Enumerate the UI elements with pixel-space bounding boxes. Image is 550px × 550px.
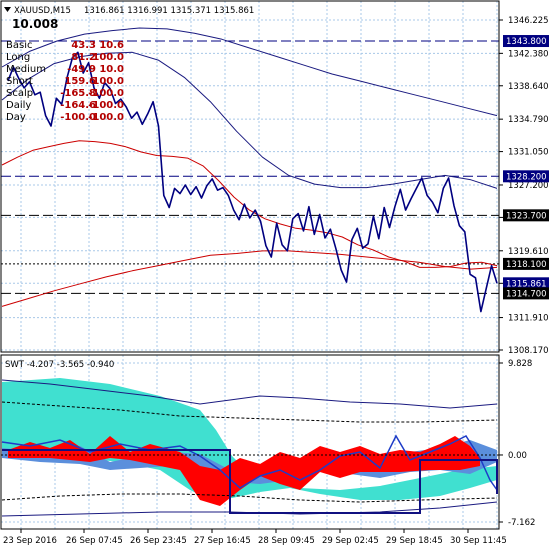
time-tick-label: 29 Sep 18:45 [386,536,443,546]
swt-signal-step-line [2,449,498,514]
indicator-label: Medium [6,64,46,75]
time-tick-label: 30 Sep 11:45 [450,536,507,546]
indicator-value-1: 159.6 [64,76,96,87]
indicator-label: Day [6,112,26,123]
price-tick-label: 1338.640 [508,82,549,92]
triangle-down-icon[interactable] [4,7,11,12]
swt-oscillator-line [1,434,498,491]
time-tick-label: 27 Sep 16:45 [194,536,251,546]
price-pane [1,27,499,313]
price-tick-label: 1308.170 [508,346,549,356]
swt-blue-histogram [2,440,497,484]
indicator-value-2: -100.0 [88,100,124,111]
price-tick-label: 1346.225 [508,16,549,26]
indicator-value-1: -165.8 [60,88,96,99]
indicator-value-2: 100.0 [92,76,124,87]
price-tag[interactable]: 1318.100 [503,257,549,270]
swt-axis: 9.828 0.00 -7.162 [499,359,535,528]
swt-tick-label: 9.828 [508,359,532,369]
indicator-row: Daily -164.6-100.0 [6,100,124,111]
chart-header: XAUUSD,M15 1316.861 1316.991 1315.371 13… [4,6,254,31]
price-tag-label: 1318.100 [506,260,547,270]
indicator-big-value: 10.008 [12,17,58,31]
indicator-value-1: -49.9 [67,64,96,75]
price-tag[interactable]: 1328.200 [503,170,549,183]
price-tick-label: 1342.380 [508,49,549,59]
price-tick-label: 1311.910 [508,314,549,324]
indicator-label: Daily [6,100,31,111]
indicator-value-2: 100.0 [92,52,124,63]
ohlc-values: 1316.861 1316.991 1315.371 1315.861 [84,6,254,16]
time-tick-label: 29 Sep 02:45 [322,536,379,546]
price-tag[interactable]: 1343.800 [503,35,549,48]
indicator-value-2: -100.0 [88,112,124,123]
indicator-label: Short [6,76,33,87]
indicator-label: Long [6,52,30,63]
price-tick-label: 1331.050 [508,148,549,158]
indicator-row: Day -100.0-100.0 [6,112,124,123]
price-pane-border [0,0,500,353]
price-tag-label: 1328.200 [506,172,547,182]
indicator-value-1: 81.2 [71,52,96,63]
swt-tick-label: 0.00 [508,451,527,461]
swt-upper-band [1,379,498,409]
price-tag-label: 1314.700 [506,289,547,299]
swt-tick-label: -7.162 [508,518,535,528]
time-axis: 23 Sep 2016 26 Sep 07:45 26 Sep 23:45 27 Se… [3,529,507,546]
price-tag-label: 1323.700 [506,211,547,221]
channel-middle-line [1,51,498,189]
indicator-value-2: -100.0 [88,88,124,99]
indicator-row: Scalp -165.8-100.0 [6,88,124,99]
indicator-value-1: -100.0 [60,112,96,123]
swt-label: SWT -4.207 -3.565 -0.940 [5,360,114,370]
swt-pane-border [0,354,500,530]
time-tick-label: 23 Sep 2016 [3,536,57,546]
swt-cloud-area [2,378,497,500]
price-tag[interactable]: 1323.700 [503,209,549,222]
indicator-value-2: 10.0 [99,64,124,75]
indicator-label: Basic [6,40,32,51]
time-tick-label: 28 Sep 09:45 [258,536,315,546]
indicator-value-1: -164.6 [60,100,96,111]
symbol-timeframe: XAUUSD,M15 [14,6,71,16]
price-tags: 1343.800 1328.200 1323.700 1318.100 1315.861… [503,35,549,300]
indicator-value-2: 10.6 [99,40,124,51]
price-line [7,51,498,313]
price-tag-label: 1343.800 [506,37,547,47]
indicator-label: Scalp [6,88,33,99]
price-tag-label: 1315.861 [506,279,547,289]
indicator-row: Basic 43.3 10.6 [6,40,124,51]
indicator-row: Medium -49.9 10.0 [6,64,124,75]
swt-indicator-pane [1,378,499,517]
channel-upper-line [1,27,498,117]
price-tick-label: 1334.790 [508,115,549,125]
time-tick-label: 26 Sep 07:45 [66,536,123,546]
slow-moving-average-line [1,250,498,307]
price-tick-label: 1319.610 [508,247,549,257]
indicator-value-1: 43.3 [71,40,96,51]
price-tag[interactable]: 1315.861 [503,277,549,290]
time-tick-label: 26 Sep 23:45 [130,536,187,546]
fast-moving-average-line [1,140,498,268]
price-tick-label: 1327.200 [508,181,549,191]
price-tag[interactable]: 1314.700 [503,287,549,300]
